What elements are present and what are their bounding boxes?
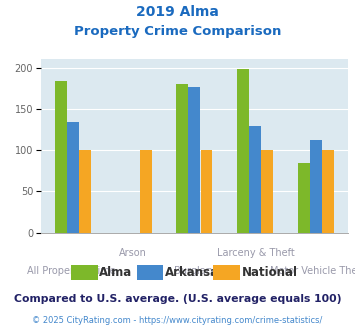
Bar <box>249 126 261 233</box>
Bar <box>310 140 322 233</box>
Text: Arson: Arson <box>119 248 147 257</box>
Bar <box>55 81 67 233</box>
Text: Arkansas: Arkansas <box>165 266 226 279</box>
Text: Alma: Alma <box>99 266 133 279</box>
Bar <box>189 87 200 233</box>
Bar <box>201 150 212 233</box>
Bar <box>261 150 273 233</box>
Bar <box>140 150 152 233</box>
Text: Burglary: Burglary <box>174 266 215 276</box>
Bar <box>237 69 249 233</box>
Bar <box>79 150 91 233</box>
Text: Compared to U.S. average. (U.S. average equals 100): Compared to U.S. average. (U.S. average … <box>14 294 341 304</box>
Text: Motor Vehicle Theft: Motor Vehicle Theft <box>270 266 355 276</box>
Bar <box>176 84 188 233</box>
Text: © 2025 CityRating.com - https://www.cityrating.com/crime-statistics/: © 2025 CityRating.com - https://www.city… <box>32 316 323 325</box>
Text: Property Crime Comparison: Property Crime Comparison <box>74 25 281 38</box>
Text: All Property Crime: All Property Crime <box>27 266 116 276</box>
Bar <box>67 122 79 233</box>
Bar <box>322 150 334 233</box>
Text: Larceny & Theft: Larceny & Theft <box>217 248 295 257</box>
Bar <box>298 162 310 233</box>
Text: National: National <box>241 266 297 279</box>
Text: 2019 Alma: 2019 Alma <box>136 5 219 19</box>
